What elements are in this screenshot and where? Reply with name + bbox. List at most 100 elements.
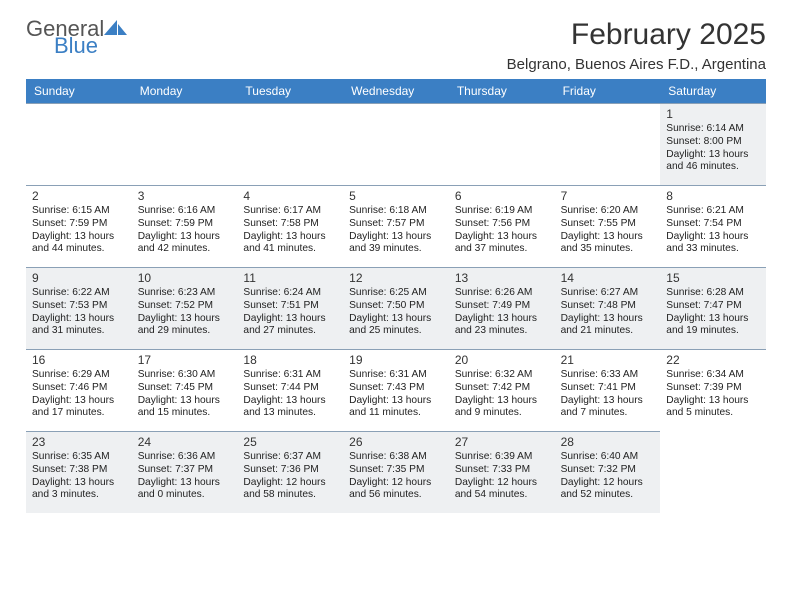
sunset-line: Sunset: 7:47 PM [666, 300, 760, 313]
sunset-line: Sunset: 7:51 PM [243, 300, 337, 313]
daylight-line: Daylight: 13 hours and 7 minutes. [561, 395, 655, 421]
location: Belgrano, Buenos Aires F.D., Argentina [507, 56, 766, 73]
daylight-line: Daylight: 13 hours and 33 minutes. [666, 231, 760, 257]
day-number: 24 [138, 435, 232, 450]
day-cell-2: 2Sunrise: 6:15 AMSunset: 7:59 PMDaylight… [26, 185, 132, 267]
sunrise-line: Sunrise: 6:25 AM [349, 287, 443, 300]
daylight-line: Daylight: 12 hours and 58 minutes. [243, 477, 337, 503]
sunrise-line: Sunrise: 6:31 AM [349, 369, 443, 382]
empty-cell [237, 103, 343, 185]
day-cell-12: 12Sunrise: 6:25 AMSunset: 7:50 PMDayligh… [343, 267, 449, 349]
sail-icon [104, 18, 128, 36]
day-info: Sunrise: 6:15 AMSunset: 7:59 PMDaylight:… [32, 205, 126, 256]
day-cell-19: 19Sunrise: 6:31 AMSunset: 7:43 PMDayligh… [343, 349, 449, 431]
day-info: Sunrise: 6:25 AMSunset: 7:50 PMDaylight:… [349, 287, 443, 338]
day-cell-15: 15Sunrise: 6:28 AMSunset: 7:47 PMDayligh… [660, 267, 766, 349]
day-cell-22: 22Sunrise: 6:34 AMSunset: 7:39 PMDayligh… [660, 349, 766, 431]
daylight-line: Daylight: 13 hours and 3 minutes. [32, 477, 126, 503]
day-info: Sunrise: 6:14 AMSunset: 8:00 PMDaylight:… [666, 123, 760, 174]
daylight-line: Daylight: 13 hours and 39 minutes. [349, 231, 443, 257]
sunrise-line: Sunrise: 6:17 AM [243, 205, 337, 218]
day-number: 4 [243, 189, 337, 204]
sunset-line: Sunset: 7:48 PM [561, 300, 655, 313]
day-cell-17: 17Sunrise: 6:30 AMSunset: 7:45 PMDayligh… [132, 349, 238, 431]
daylight-line: Daylight: 13 hours and 0 minutes. [138, 477, 232, 503]
day-cell-7: 7Sunrise: 6:20 AMSunset: 7:55 PMDaylight… [555, 185, 661, 267]
sunset-line: Sunset: 7:59 PM [32, 218, 126, 231]
day-info: Sunrise: 6:31 AMSunset: 7:44 PMDaylight:… [243, 369, 337, 420]
weekday-wednesday: Wednesday [343, 79, 449, 103]
daylight-line: Daylight: 13 hours and 17 minutes. [32, 395, 126, 421]
weekday-header: SundayMondayTuesdayWednesdayThursdayFrid… [26, 79, 766, 103]
logo-text: General Blue [26, 18, 128, 57]
day-info: Sunrise: 6:28 AMSunset: 7:47 PMDaylight:… [666, 287, 760, 338]
day-number: 17 [138, 353, 232, 368]
daylight-line: Daylight: 13 hours and 41 minutes. [243, 231, 337, 257]
day-cell-14: 14Sunrise: 6:27 AMSunset: 7:48 PMDayligh… [555, 267, 661, 349]
calendar-grid: 1Sunrise: 6:14 AMSunset: 8:00 PMDaylight… [26, 103, 766, 513]
sunrise-line: Sunrise: 6:33 AM [561, 369, 655, 382]
daylight-line: Daylight: 13 hours and 21 minutes. [561, 313, 655, 339]
daylight-line: Daylight: 12 hours and 54 minutes. [455, 477, 549, 503]
day-number: 22 [666, 353, 760, 368]
daylight-line: Daylight: 13 hours and 42 minutes. [138, 231, 232, 257]
sunset-line: Sunset: 7:38 PM [32, 464, 126, 477]
sunset-line: Sunset: 7:45 PM [138, 382, 232, 395]
sunrise-line: Sunrise: 6:32 AM [455, 369, 549, 382]
daylight-line: Daylight: 13 hours and 37 minutes. [455, 231, 549, 257]
day-info: Sunrise: 6:31 AMSunset: 7:43 PMDaylight:… [349, 369, 443, 420]
weekday-tuesday: Tuesday [237, 79, 343, 103]
day-info: Sunrise: 6:26 AMSunset: 7:49 PMDaylight:… [455, 287, 549, 338]
day-number: 12 [349, 271, 443, 286]
weekday-friday: Friday [555, 79, 661, 103]
day-number: 15 [666, 271, 760, 286]
day-cell-3: 3Sunrise: 6:16 AMSunset: 7:59 PMDaylight… [132, 185, 238, 267]
day-info: Sunrise: 6:21 AMSunset: 7:54 PMDaylight:… [666, 205, 760, 256]
sunrise-line: Sunrise: 6:16 AM [138, 205, 232, 218]
sunrise-line: Sunrise: 6:24 AM [243, 287, 337, 300]
day-cell-24: 24Sunrise: 6:36 AMSunset: 7:37 PMDayligh… [132, 431, 238, 513]
day-info: Sunrise: 6:34 AMSunset: 7:39 PMDaylight:… [666, 369, 760, 420]
sunrise-line: Sunrise: 6:40 AM [561, 451, 655, 464]
logo: General Blue [26, 18, 128, 57]
day-number: 3 [138, 189, 232, 204]
day-number: 8 [666, 189, 760, 204]
sunset-line: Sunset: 7:59 PM [138, 218, 232, 231]
sunset-line: Sunset: 7:49 PM [455, 300, 549, 313]
sunset-line: Sunset: 7:44 PM [243, 382, 337, 395]
day-number: 28 [561, 435, 655, 450]
sunrise-line: Sunrise: 6:30 AM [138, 369, 232, 382]
daylight-line: Daylight: 13 hours and 23 minutes. [455, 313, 549, 339]
daylight-line: Daylight: 13 hours and 5 minutes. [666, 395, 760, 421]
sunset-line: Sunset: 8:00 PM [666, 136, 760, 149]
day-cell-20: 20Sunrise: 6:32 AMSunset: 7:42 PMDayligh… [449, 349, 555, 431]
day-cell-6: 6Sunrise: 6:19 AMSunset: 7:56 PMDaylight… [449, 185, 555, 267]
sunset-line: Sunset: 7:41 PM [561, 382, 655, 395]
sunset-line: Sunset: 7:55 PM [561, 218, 655, 231]
day-cell-27: 27Sunrise: 6:39 AMSunset: 7:33 PMDayligh… [449, 431, 555, 513]
day-cell-16: 16Sunrise: 6:29 AMSunset: 7:46 PMDayligh… [26, 349, 132, 431]
sunset-line: Sunset: 7:35 PM [349, 464, 443, 477]
daylight-line: Daylight: 13 hours and 15 minutes. [138, 395, 232, 421]
sunrise-line: Sunrise: 6:38 AM [349, 451, 443, 464]
day-cell-25: 25Sunrise: 6:37 AMSunset: 7:36 PMDayligh… [237, 431, 343, 513]
day-info: Sunrise: 6:36 AMSunset: 7:37 PMDaylight:… [138, 451, 232, 502]
weekday-thursday: Thursday [449, 79, 555, 103]
sunset-line: Sunset: 7:53 PM [32, 300, 126, 313]
sunset-line: Sunset: 7:58 PM [243, 218, 337, 231]
day-cell-9: 9Sunrise: 6:22 AMSunset: 7:53 PMDaylight… [26, 267, 132, 349]
sunrise-line: Sunrise: 6:29 AM [32, 369, 126, 382]
empty-cell [343, 103, 449, 185]
day-info: Sunrise: 6:38 AMSunset: 7:35 PMDaylight:… [349, 451, 443, 502]
day-number: 10 [138, 271, 232, 286]
day-number: 20 [455, 353, 549, 368]
sunrise-line: Sunrise: 6:39 AM [455, 451, 549, 464]
title-block: February 2025 Belgrano, Buenos Aires F.D… [507, 18, 766, 73]
sunrise-line: Sunrise: 6:15 AM [32, 205, 126, 218]
sunset-line: Sunset: 7:50 PM [349, 300, 443, 313]
day-cell-23: 23Sunrise: 6:35 AMSunset: 7:38 PMDayligh… [26, 431, 132, 513]
day-cell-10: 10Sunrise: 6:23 AMSunset: 7:52 PMDayligh… [132, 267, 238, 349]
day-info: Sunrise: 6:29 AMSunset: 7:46 PMDaylight:… [32, 369, 126, 420]
daylight-line: Daylight: 13 hours and 31 minutes. [32, 313, 126, 339]
daylight-line: Daylight: 13 hours and 44 minutes. [32, 231, 126, 257]
